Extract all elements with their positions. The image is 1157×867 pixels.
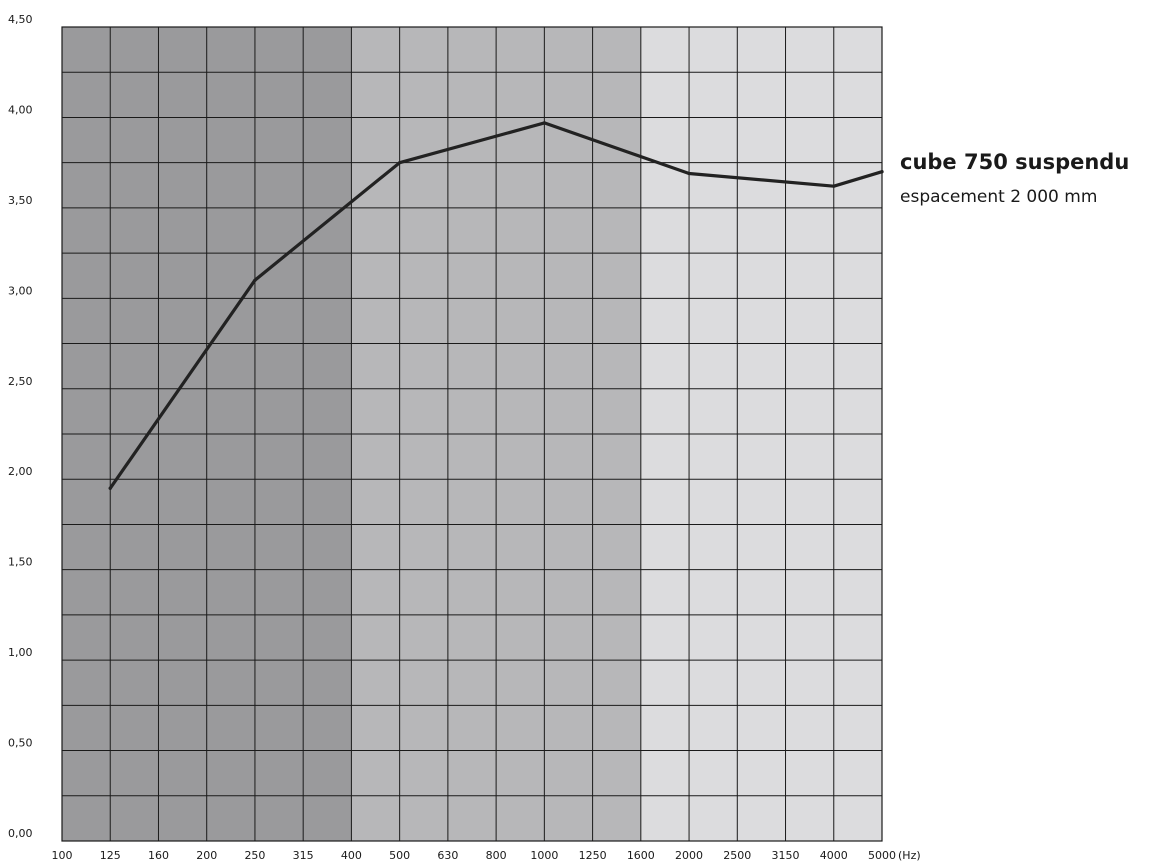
x-tick-label: 160	[148, 849, 169, 862]
y-tick-label: 0,00	[8, 827, 33, 840]
plot-frame	[61, 26, 883, 842]
series-note: espacement 2 000 mm	[900, 187, 1098, 207]
x-tick-label: 500	[389, 849, 410, 862]
series-label: cube 750 suspendu	[900, 150, 1130, 174]
y-tick-label: 4,00	[8, 103, 33, 116]
x-tick-label: 250	[244, 849, 265, 862]
x-tick-label: 1600	[627, 849, 655, 862]
data-point	[542, 121, 546, 125]
x-tick-label: 100	[52, 849, 73, 862]
x-tick-label: 3150	[772, 849, 800, 862]
y-tick-label: 0,50	[8, 737, 33, 750]
data-point	[832, 184, 836, 188]
x-tick-label: 1000	[530, 849, 558, 862]
x-tick-label: 4000	[820, 849, 848, 862]
x-tick-label: 800	[486, 849, 507, 862]
y-tick-label: 1,50	[8, 556, 33, 569]
y-tick-label: 3,00	[8, 284, 33, 297]
data-point	[253, 278, 257, 282]
y-tick-label: 1,00	[8, 646, 33, 659]
x-tick-label: 125	[100, 849, 121, 862]
x-tick-label: 315	[293, 849, 314, 862]
x-unit-label: (Hz)	[898, 849, 921, 862]
data-point	[687, 171, 691, 176]
y-tick-label: 4,50	[8, 13, 33, 26]
x-tick-label: 1250	[579, 849, 607, 862]
x-tick-label: 2000	[675, 849, 703, 862]
x-tick-label: 200	[196, 849, 217, 862]
data-point	[398, 161, 402, 165]
y-tick-label: 2,50	[8, 375, 33, 388]
y-tick-label: 2,00	[8, 465, 33, 478]
x-tick-label: 2500	[723, 849, 751, 862]
data-point	[880, 170, 884, 174]
x-tick-label: 400	[341, 849, 362, 862]
x-tick-label: 630	[437, 849, 458, 862]
data-point	[108, 486, 112, 490]
y-tick-label: 3,50	[8, 194, 33, 207]
x-tick-label: 5000	[868, 849, 896, 862]
